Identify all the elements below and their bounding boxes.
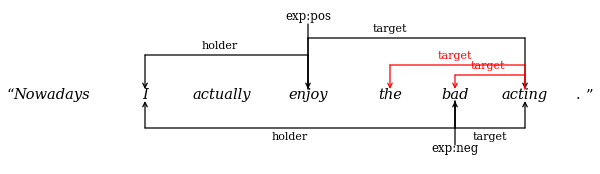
Text: target: target [471,61,505,71]
Text: .: . [575,88,580,102]
Text: actually: actually [193,88,251,102]
Text: holder: holder [202,41,238,51]
Text: acting: acting [502,88,548,102]
Text: “: “ [6,88,14,102]
Text: holder: holder [272,132,308,142]
Text: the: the [378,88,402,102]
Text: target: target [373,24,407,34]
Text: target: target [438,51,472,61]
Text: exp:pos: exp:pos [285,10,331,23]
Text: I: I [142,88,148,102]
Text: exp:neg: exp:neg [431,142,479,155]
Text: ”: ” [586,88,594,102]
Text: enjoy: enjoy [288,88,328,102]
Text: target: target [473,132,507,142]
Text: Nowadays: Nowadays [14,88,91,102]
Text: bad: bad [441,88,469,102]
